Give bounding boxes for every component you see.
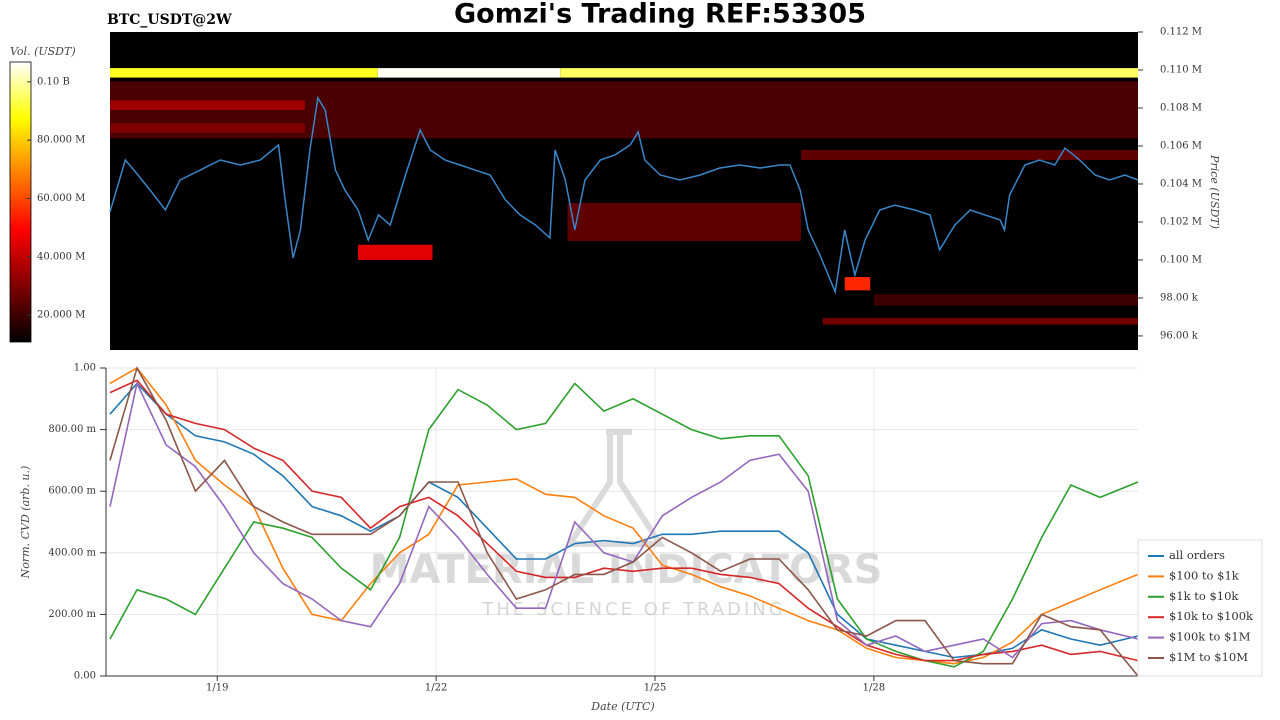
legend-label: all orders [1169, 548, 1225, 562]
cvd-line [109, 365, 1139, 677]
y-tick-label: 1.00 [74, 363, 96, 374]
heat-cell [844, 277, 871, 291]
cvd-line [109, 379, 1139, 662]
y-tick-label: 0.106 M [1160, 140, 1202, 151]
x-tick-label: 1/19 [206, 683, 228, 694]
heat-cell [110, 100, 305, 110]
x-tick-label: 1/25 [644, 683, 666, 694]
heat-cell [822, 317, 1138, 325]
heat-cell [567, 202, 801, 241]
y-axis-label: Norm. CVD (arb. u.) [19, 466, 32, 580]
heat-cell [358, 244, 433, 260]
legend [1137, 539, 1263, 677]
y-tick-label: 0.102 M [1160, 216, 1202, 227]
colorbar-tick-label: 0.10 B [37, 76, 70, 87]
heat-cell [110, 123, 305, 133]
cvd-line [109, 380, 1139, 659]
heat-cell [110, 68, 378, 78]
y-tick-label: 800.00 m [48, 424, 96, 435]
y-tick-label: 0.112 M [1160, 27, 1202, 38]
y-axis-label: Price (USDT) [1208, 154, 1221, 229]
y-tick-label: 200.00 m [48, 609, 96, 620]
legend-label: $100 to $1k [1169, 568, 1240, 582]
y-tick-label: 600.00 m [48, 486, 96, 497]
colorbar-label: Vol. (USDT) [10, 45, 76, 58]
colorbar-tick-label: 40.000 M [37, 251, 85, 262]
x-tick-label: 1/28 [863, 683, 885, 694]
colorbar-tick-label: 20.000 M [37, 310, 85, 321]
legend-label: $10k to $100k [1169, 609, 1254, 623]
plot-background [106, 368, 1138, 676]
y-tick-label: 0.110 M [1160, 64, 1202, 75]
colorbar-tick-label: 60.000 M [37, 193, 85, 204]
price-line [109, 95, 1139, 295]
heat-cell [800, 149, 1138, 161]
page-title: Gomzi's Trading REF:53305 [454, 0, 866, 30]
y-tick-label: 98.00 k [1160, 292, 1199, 303]
x-axis-label: Date (UTC) [590, 700, 654, 713]
y-tick-label: 0.108 M [1160, 102, 1202, 113]
y-tick-label: 400.00 m [48, 547, 96, 558]
legend-label: $100k to $1M [1169, 630, 1251, 644]
legend-label: $1M to $10M [1169, 650, 1248, 664]
colorbar [9, 61, 32, 343]
legend-label: $1k to $10k [1169, 589, 1239, 603]
heat-cell [560, 68, 1138, 78]
y-tick-label: 0.104 M [1160, 178, 1202, 189]
cvd-line [109, 382, 1139, 668]
x-tick-label: 1/22 [425, 683, 447, 694]
y-tick-label: 0.00 [74, 671, 96, 682]
y-tick-label: 0.100 M [1160, 254, 1202, 265]
chart-title: BTC_USDT@2W [107, 12, 232, 28]
heat-cell [377, 68, 561, 78]
watermark: THE SCIENCE OF TRADING [481, 599, 785, 620]
cvd-line [109, 366, 1139, 665]
colorbar-tick-label: 80.000 M [37, 135, 85, 146]
cvd-line [109, 382, 1139, 659]
heat-cell [873, 294, 1138, 306]
y-tick-label: 96.00 k [1160, 330, 1199, 341]
watermark-icon [564, 429, 666, 547]
